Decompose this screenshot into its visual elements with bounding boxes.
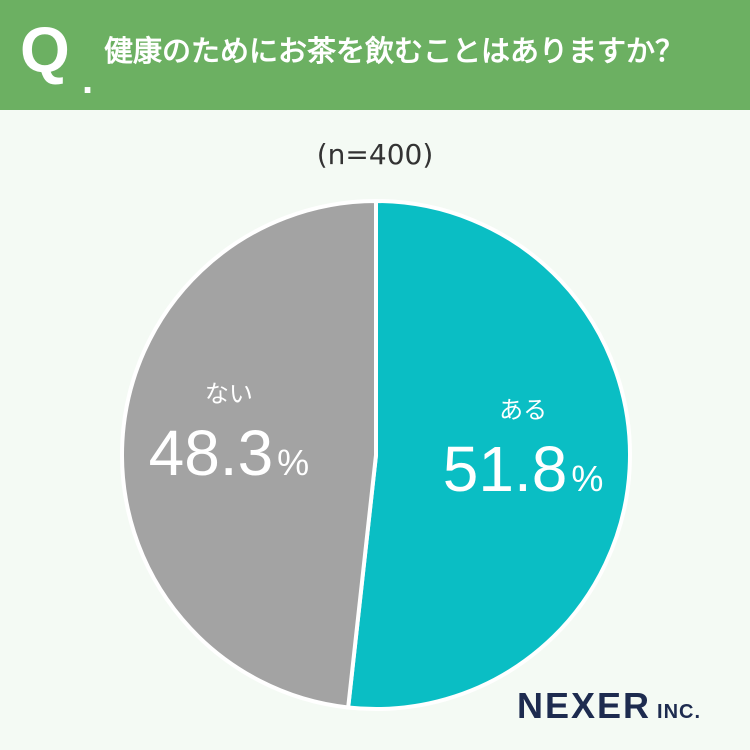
pie-label-1: ない 48.3% xyxy=(149,380,310,489)
q-dot: . xyxy=(82,58,94,102)
q-label: Q xyxy=(20,14,70,86)
slice-value-label: 48.3% xyxy=(149,417,310,489)
sample-size-label: (n=400) xyxy=(316,138,434,171)
pie-slice-0 xyxy=(346,199,632,711)
pie-label-0: ある 51.8% xyxy=(443,396,604,505)
slice-category-label: ある xyxy=(499,396,547,424)
logo-suffix: INC. xyxy=(657,701,702,723)
slice-value-label: 51.8% xyxy=(443,433,604,505)
question-text: 健康のためにお茶を飲むことはありますか？ xyxy=(104,34,685,68)
nexer-logo: NEXER INC. xyxy=(517,688,701,724)
question-header: Q . 健康のためにお茶を飲むことはありますか？ xyxy=(0,0,750,110)
logo-main: NEXER xyxy=(517,685,652,726)
pie-slice-1 xyxy=(120,199,378,710)
slice-category-label: ない xyxy=(205,380,253,408)
